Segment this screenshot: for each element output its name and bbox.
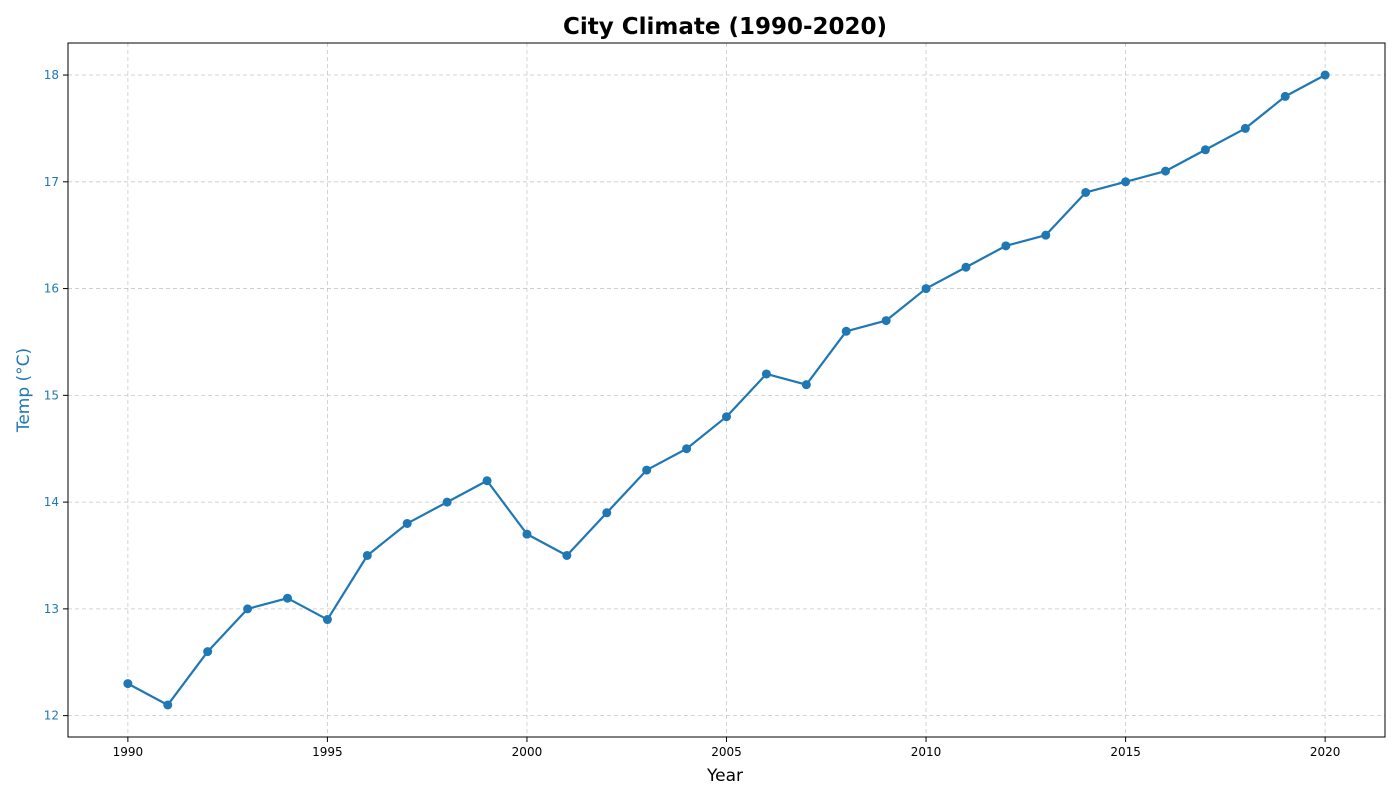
data-point	[522, 529, 532, 539]
x-tick-label: 2020	[1310, 745, 1341, 759]
data-point	[203, 647, 213, 657]
data-point	[283, 593, 292, 603]
data-point	[1200, 145, 1210, 155]
data-point	[1240, 123, 1250, 133]
data-point	[362, 550, 372, 560]
x-tick-label: 2015	[1110, 745, 1141, 759]
data-point	[163, 700, 173, 710]
data-point	[1161, 166, 1170, 176]
y-tick-label: 14	[44, 495, 59, 509]
x-axis-label: Year	[706, 766, 743, 786]
data-point	[722, 412, 731, 422]
y-axis-label: Temp (°C)	[14, 348, 34, 433]
data-point	[482, 476, 492, 486]
data-point	[682, 444, 692, 454]
data-point	[642, 465, 652, 475]
data-point	[123, 679, 133, 689]
data-point	[1280, 91, 1290, 101]
y-tick-label: 12	[44, 709, 59, 723]
data-point	[801, 380, 811, 390]
y-tick-label: 13	[44, 602, 59, 616]
data-point	[1081, 187, 1091, 197]
x-tick-label: 2005	[711, 745, 742, 759]
data-point	[921, 284, 931, 294]
x-tick-label: 1995	[312, 745, 343, 759]
axes: 1990 1995 2000 2005 2010 2015 2020 12 13 14 15 16 17…	[44, 42, 1386, 759]
x-tick-label: 2010	[911, 745, 942, 759]
data-point	[841, 326, 851, 336]
data-point	[961, 262, 971, 272]
data-point	[442, 497, 452, 507]
data-point	[881, 316, 891, 326]
data-point	[402, 518, 412, 528]
data-point	[1121, 177, 1131, 187]
data-point	[1001, 241, 1011, 251]
chart-title: City Climate (1990-2020)	[563, 14, 887, 40]
y-tick-label: 15	[44, 388, 59, 402]
grid	[68, 43, 1385, 737]
data-point	[322, 615, 332, 625]
data-point	[1320, 70, 1330, 80]
data-point	[761, 369, 771, 379]
data-point	[562, 550, 572, 560]
y-tick-label: 16	[44, 282, 59, 296]
series-layer	[123, 70, 1330, 710]
y-tick-label: 18	[44, 68, 59, 82]
x-tick-label: 1990	[113, 745, 144, 759]
data-point	[602, 508, 612, 518]
x-tick-label: 2000	[512, 745, 543, 759]
y-tick-label: 17	[44, 175, 59, 189]
data-point	[243, 604, 253, 614]
data-point	[1041, 230, 1051, 240]
